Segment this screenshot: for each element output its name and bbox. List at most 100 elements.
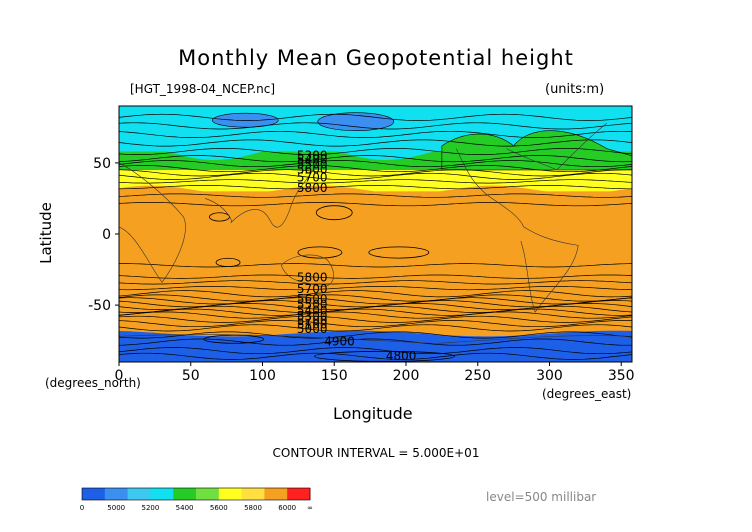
contour-line [119, 331, 632, 339]
contour-line [119, 305, 632, 313]
coastline [119, 334, 632, 344]
contour-interval-label: CONTOUR INTERVAL = 5.000E+01 [272, 446, 480, 460]
contour-line [119, 202, 632, 207]
contour-line [119, 193, 632, 198]
contour-line [119, 297, 632, 305]
colorbar: 0 5000 5200 5400 5600 5800 6000 ∞ [80, 487, 313, 512]
colorbar-swatch [82, 488, 106, 500]
colorbar-swatch [104, 488, 129, 500]
colorbar-swatch [150, 488, 174, 500]
contour-line [119, 148, 632, 155]
contour-line [119, 285, 632, 291]
colorbar-label: 5200 [141, 504, 159, 512]
colorbar-swatch [264, 488, 288, 500]
colorbar-swatch [127, 488, 151, 500]
closed-contour [215, 257, 241, 268]
contour-line [119, 290, 632, 298]
contour-label: 4900 [324, 335, 355, 349]
contour-line [119, 280, 632, 285]
contour-line [119, 139, 632, 147]
contour-line [119, 315, 632, 323]
contour-label: 5700 [297, 282, 328, 296]
trough-region [441, 130, 632, 171]
contour-line [119, 172, 632, 180]
colorbar-swatch [287, 488, 311, 500]
x-tick-label: 200 [393, 368, 420, 384]
closed-contour [297, 246, 343, 259]
contour-line [119, 179, 632, 184]
contour-line [119, 155, 632, 163]
contour-label: 5800 [297, 271, 328, 285]
x-tick-label: 150 [321, 368, 348, 384]
contour-line [119, 320, 632, 328]
colorbar-swatch [196, 488, 220, 500]
coastline [455, 148, 579, 313]
contour-line [119, 338, 632, 346]
x-axis-label: Longitude [333, 404, 413, 423]
x-tick-label: 350 [608, 368, 635, 384]
y-unit-label: (degrees_east) [542, 387, 632, 401]
contour-label: 5500 [297, 298, 328, 312]
colorbar-label: 5000 [107, 504, 125, 512]
contour-line [119, 122, 632, 130]
contour-label: 5000 [297, 322, 328, 336]
colorbar-label: 5400 [176, 504, 194, 512]
colorbar-label: ∞ [307, 504, 313, 512]
colorbar-label: 0 [80, 504, 84, 512]
contour-line [119, 263, 632, 268]
contour-label: 5100 [297, 318, 328, 332]
plot-area [119, 106, 632, 362]
closed-contour [315, 205, 353, 221]
x-tick-label: 100 [249, 368, 276, 384]
coastline [506, 122, 608, 171]
coastline [280, 254, 334, 287]
contour-label: 5600 [297, 292, 328, 306]
closed-contour [203, 334, 265, 344]
axis-ticks: 0 50 100 150 200 250 300 350 -50 0 50 [88, 156, 634, 384]
contour-line [119, 352, 632, 360]
coastline [205, 155, 321, 228]
units-label: (units:m) [545, 82, 605, 97]
colorbar-frame [81, 487, 311, 501]
contour-label: 5400 [297, 303, 328, 317]
closed-contour [314, 350, 455, 362]
y-tick-label: -50 [88, 298, 111, 314]
x-tick-label: 250 [464, 368, 491, 384]
colorbar-label: 5600 [210, 504, 228, 512]
contour-label: 5300 [297, 309, 328, 323]
colorbar-label: 5800 [244, 504, 262, 512]
x-unit-label: (degrees_north) [45, 376, 141, 390]
contour-line [119, 185, 632, 190]
x-tick-label: 0 [115, 368, 124, 384]
contour-label: 4800 [386, 349, 417, 363]
x-tick-label: 50 [182, 368, 200, 384]
contour-line [119, 130, 632, 138]
contour-line [119, 165, 632, 173]
colorbar-swatch [218, 488, 243, 500]
colorbar-swatch [241, 488, 265, 500]
contour-line [119, 274, 632, 279]
contour-label: 5500 [297, 158, 328, 172]
contour-line [119, 294, 632, 302]
y-tick-label: 0 [102, 227, 111, 243]
chart-title: Monthly Mean Geopotential height [178, 46, 574, 70]
band-shape [119, 330, 632, 362]
contour-label: 5400 [297, 153, 328, 167]
chart-subtitle: [HGT_1998-04_NCEP.nc] [130, 82, 276, 96]
contour-line [119, 308, 632, 316]
closed-contour [368, 246, 430, 259]
contour-label: 5700 [297, 170, 328, 184]
contour-line [119, 324, 632, 332]
contour-line [119, 347, 632, 355]
colorbar-swatch [173, 488, 197, 500]
contour-label: 5300 [297, 148, 328, 162]
contour-line [119, 113, 632, 121]
level-label: level=500 millibar [486, 490, 597, 504]
contour-labels: 5300540055005600570058005800570056005500… [297, 148, 417, 363]
y-tick-label: 50 [93, 156, 111, 172]
colorbar-label: 6000 [278, 504, 296, 512]
x-tick-label: 300 [536, 368, 563, 384]
contour-label: 5600 [297, 163, 328, 177]
contour-label: 5800 [297, 181, 328, 195]
